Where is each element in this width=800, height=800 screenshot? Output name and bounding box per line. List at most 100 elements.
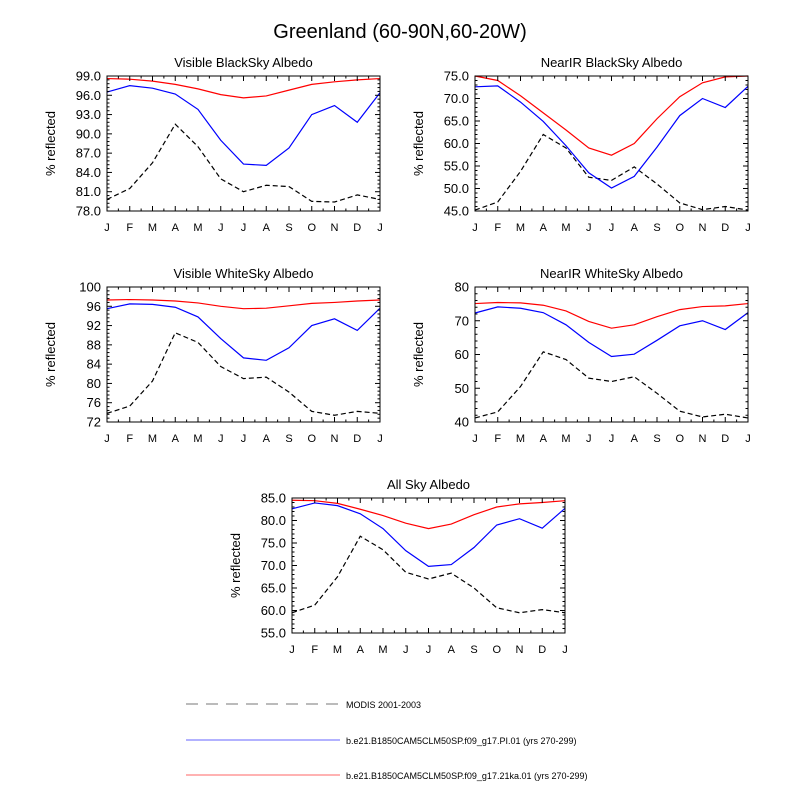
series-line-pi [474, 306, 749, 358]
x-tick-label: N [331, 222, 339, 234]
x-tick-label: A [540, 222, 548, 234]
plot-frame [106, 286, 381, 423]
panel-title: All Sky Albedo [387, 477, 470, 492]
series-line-modis [474, 351, 749, 419]
y-tick-label: 60.0 [444, 136, 469, 151]
y-tick-label: 72 [87, 415, 101, 430]
legend: MODIS 2001-2003 b.e21.B1850CAM5CLM50SP.f0… [186, 700, 588, 781]
series-line-modis [291, 535, 566, 614]
x-tick-label: A [172, 222, 180, 234]
x-tick-label: N [699, 222, 707, 234]
series-line-pi [291, 502, 566, 568]
y-tick-label: 70.0 [444, 91, 469, 106]
panels-group: Visible BlackSky Albedo % reflected J F M A M J… [43, 55, 751, 656]
panel-title: Visible BlackSky Albedo [174, 55, 313, 70]
x-tick-label: A [357, 644, 365, 656]
plot-frame [291, 497, 566, 634]
x-tick-label: J [289, 644, 295, 656]
y-tick-label: 87.0 [76, 146, 101, 161]
plot-frame [106, 75, 381, 212]
y-tick-label: 75.0 [261, 536, 286, 551]
chart-panel-4: NearIR WhiteSky Albedo % reflected J F M A M J J… [411, 266, 751, 445]
x-tick-label: S [470, 644, 477, 656]
y-tick-label: 65.0 [261, 581, 286, 596]
x-tick-label: J [377, 433, 383, 445]
y-tick-label: 78.0 [76, 204, 101, 219]
x-tick-label: O [675, 222, 684, 234]
x-tick-label: O [675, 433, 684, 445]
x-tick-label: N [331, 433, 339, 445]
x-tick-label: M [561, 222, 570, 234]
y-tick-label: 70 [455, 313, 469, 328]
x-tick-label: N [516, 644, 524, 656]
y-tick-label: 96.0 [76, 88, 101, 103]
series-line-modis [106, 123, 381, 203]
x-tick-label: M [561, 433, 570, 445]
figure-title: Greenland (60-90N,60-20W) [273, 21, 526, 43]
x-tick-label: A [540, 433, 548, 445]
x-tick-label: J [609, 433, 615, 445]
series-line-pi [474, 85, 749, 189]
x-tick-label: J [377, 222, 383, 234]
x-tick-label: J [562, 644, 568, 656]
x-tick-label: A [448, 644, 456, 656]
legend-label-pi: b.e21.B1850CAM5CLM50SP.f09_g17.PI.01 (yr… [346, 736, 576, 746]
plot-frame [474, 286, 749, 423]
x-tick-label: M [516, 433, 525, 445]
series-line-pi [106, 303, 381, 361]
y-tick-label: 76 [87, 395, 101, 410]
series-line-modis [474, 133, 749, 211]
y-tick-label: 70.0 [261, 558, 286, 573]
x-tick-label: A [631, 222, 639, 234]
x-tick-label: O [492, 644, 501, 656]
panel-title: NearIR WhiteSky Albedo [540, 266, 683, 281]
y-tick-label: 93.0 [76, 107, 101, 122]
x-tick-label: M [148, 433, 157, 445]
y-axis-label: % reflected [228, 533, 243, 598]
legend-label-ka: b.e21.B1850CAM5CLM50SP.f09_g17.21ka.01 (… [346, 771, 588, 781]
series-line-ka [291, 499, 566, 530]
chart-panel-1: Visible BlackSky Albedo % reflected J F M A M J… [43, 55, 383, 234]
series-line-ka [474, 301, 749, 329]
x-tick-label: J [104, 433, 110, 445]
y-axis-label: % reflected [411, 322, 426, 387]
y-tick-label: 45.0 [444, 204, 469, 219]
y-tick-label: 65.0 [444, 114, 469, 129]
y-tick-label: 80 [455, 280, 469, 295]
x-tick-label: F [126, 433, 133, 445]
x-tick-label: D [353, 433, 361, 445]
x-tick-label: A [172, 433, 180, 445]
x-tick-label: M [193, 222, 202, 234]
panel-title: Visible WhiteSky Albedo [174, 266, 314, 281]
y-tick-label: 96 [87, 299, 101, 314]
y-tick-label: 55.0 [444, 159, 469, 174]
x-tick-label: F [311, 644, 318, 656]
y-tick-label: 50.0 [444, 181, 469, 196]
x-tick-label: J [241, 222, 247, 234]
x-tick-label: J [426, 644, 432, 656]
y-tick-label: 80.0 [261, 513, 286, 528]
x-tick-label: J [586, 433, 592, 445]
x-tick-label: O [307, 433, 316, 445]
x-tick-label: J [609, 222, 615, 234]
x-tick-label: F [126, 222, 133, 234]
x-tick-label: S [653, 222, 660, 234]
x-tick-label: S [285, 222, 292, 234]
y-tick-label: 84 [87, 357, 101, 372]
x-tick-label: N [699, 433, 707, 445]
plot-frame [474, 75, 749, 212]
x-tick-label: A [263, 222, 271, 234]
y-axis-label: % reflected [411, 111, 426, 176]
x-tick-label: S [285, 433, 292, 445]
y-tick-label: 80 [87, 376, 101, 391]
x-tick-label: D [721, 222, 729, 234]
legend-label-modis: MODIS 2001-2003 [346, 700, 421, 710]
x-tick-label: J [472, 433, 478, 445]
chart-panel-3: Visible WhiteSky Albedo % reflected J F M A M J… [43, 266, 383, 445]
x-tick-label: S [653, 433, 660, 445]
y-tick-label: 55.0 [261, 626, 286, 641]
x-tick-label: A [263, 433, 271, 445]
series-line-ka [474, 75, 749, 156]
